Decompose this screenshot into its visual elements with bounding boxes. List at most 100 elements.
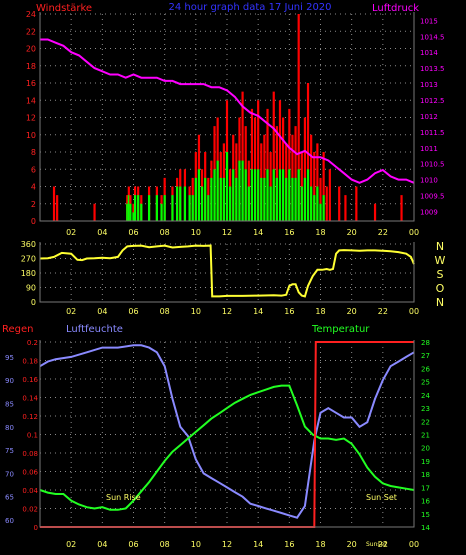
wind-gust-bar [133, 195, 137, 221]
humidity-axis-title: Luftfeuchte [66, 324, 123, 335]
direction-x-tick-label: 10 [191, 307, 201, 316]
wind-avg-bar [250, 108, 254, 221]
rain-y-tick-label: 0.02 [22, 506, 38, 514]
chart-title: 24 hour graph data 17 Juni 2020 [168, 2, 331, 13]
wind-gust-bar [147, 195, 151, 221]
pressure-line [40, 38, 415, 184]
direction-x-tick-label: 20 [347, 307, 357, 316]
direction-y-tick-label: 270 [21, 255, 36, 264]
wind-avg-bar [257, 100, 260, 221]
wind-gust-bar [200, 186, 204, 221]
humidity-line [39, 344, 415, 519]
wind-avg-bar [319, 177, 322, 221]
wind-gust-bar [278, 169, 282, 221]
wind-x-tick-label: 12 [222, 228, 232, 237]
wind-gust-bar [235, 177, 238, 221]
wind-y-tick-label: 12 [26, 114, 36, 123]
wind-avg-bar [322, 152, 325, 221]
wind-gust-bar [266, 169, 269, 221]
compass-label: W [435, 254, 446, 267]
wind-y-tick-label: 2 [31, 200, 36, 209]
wind-gust-bar [188, 195, 191, 221]
compass-label: O [436, 282, 445, 295]
compass-label: N [436, 240, 444, 253]
wind-y-tick-label: 20 [26, 45, 36, 54]
direction-x-tick-label: 22 [378, 307, 388, 316]
wind-gust-bar [213, 169, 216, 221]
wind-gust-bar [160, 203, 163, 221]
temperature-y-tick-label: 18 [421, 471, 430, 479]
temperature-y-tick-label: 23 [421, 405, 430, 413]
wind-gust-bar [197, 169, 201, 221]
wind-gust-bar [219, 177, 222, 221]
wind-avg-bar [266, 108, 269, 221]
wind-avg-bar [275, 126, 278, 221]
direction-x-tick-label: 12 [222, 307, 232, 316]
pressure-y-tick-label: 1011.5 [420, 129, 445, 137]
wind-gust-bar [282, 169, 285, 221]
wind-x-tick-label: 16 [284, 228, 294, 237]
temperature-y-tick-label: 25 [421, 379, 430, 387]
wind-gust-bar [194, 177, 197, 221]
pressure-y-tick-label: 1010.5 [420, 161, 445, 169]
humidity-y-tick-label: 60 [5, 517, 14, 525]
wind-gust-bar [322, 195, 325, 221]
wind-gust-bar [225, 152, 229, 221]
wind-avg-bar [272, 91, 275, 221]
temperature-y-tick-label: 16 [421, 498, 430, 506]
climate-x-tick-label: 10 [191, 540, 201, 549]
direction-x-tick-label: 06 [128, 307, 138, 316]
rain-y-tick-label: 0.18 [22, 358, 38, 366]
direction-x-tick-label: 18 [315, 307, 325, 316]
wind-avg-bar [241, 91, 244, 221]
wind-avg-bar [278, 100, 282, 221]
wind-gust-bar [288, 169, 291, 221]
wind-avg-bar [400, 195, 403, 221]
wind-x-tick-label: 00 [409, 228, 419, 237]
wind-y-tick-label: 10 [26, 131, 36, 140]
wind-gust-bar [263, 177, 266, 221]
climate-x-tick-label: 22 [378, 540, 388, 549]
rain-y-tick-label: 0.06 [22, 469, 38, 477]
wind-gust-bar [297, 169, 300, 221]
wind-gust-bar [257, 169, 260, 221]
wind-axis-title: Windstärke [36, 3, 92, 14]
direction-x-tick-label: 08 [160, 307, 170, 316]
wind-gust-bar [183, 186, 187, 221]
sunset-small-label: Sunset [366, 541, 387, 548]
wind-x-tick-label: 14 [253, 228, 263, 237]
climate-x-tick-label: 12 [222, 540, 232, 549]
pressure-y-tick-label: 1013.5 [420, 65, 445, 73]
wind-avg-bar [344, 195, 347, 221]
wind-gust-bar [300, 186, 303, 221]
humidity-y-tick-label: 90 [5, 377, 14, 385]
direction-line [39, 244, 415, 298]
temperature-y-tick-label: 17 [421, 484, 430, 492]
wind-gust-bar [176, 186, 179, 221]
wind-avg-bar [56, 195, 59, 221]
pressure-y-tick-label: 1015 [420, 17, 438, 25]
wind-avg-bar [373, 203, 377, 221]
wind-gust-bar [216, 160, 219, 221]
wind-gust-bar [306, 169, 310, 221]
wind-x-tick-label: 22 [378, 228, 388, 237]
wind-gust-bar [210, 177, 213, 221]
wind-avg-bar [306, 83, 310, 221]
humidity-y-tick-label: 80 [5, 424, 14, 432]
wind-gust-bar [132, 212, 135, 221]
wind-avg-bar [93, 203, 96, 221]
wind-gust-bar [222, 177, 225, 221]
wind-gust-bar [207, 195, 210, 221]
wind-y-tick-label: 8 [31, 148, 36, 157]
climate-x-tick-label: 16 [284, 540, 294, 549]
rain-y-tick-label: 0.12 [22, 413, 38, 421]
rain-y-tick-label: 0.1 [27, 432, 38, 440]
wind-y-tick-label: 4 [31, 183, 36, 192]
wind-x-tick-label: 04 [97, 228, 107, 237]
wind-avg-bar [316, 143, 319, 221]
direction-x-tick-label: 00 [409, 307, 419, 316]
wind-avg-bar [355, 186, 358, 221]
wind-gust-bar [303, 177, 307, 221]
wind-avg-bar [313, 152, 316, 221]
